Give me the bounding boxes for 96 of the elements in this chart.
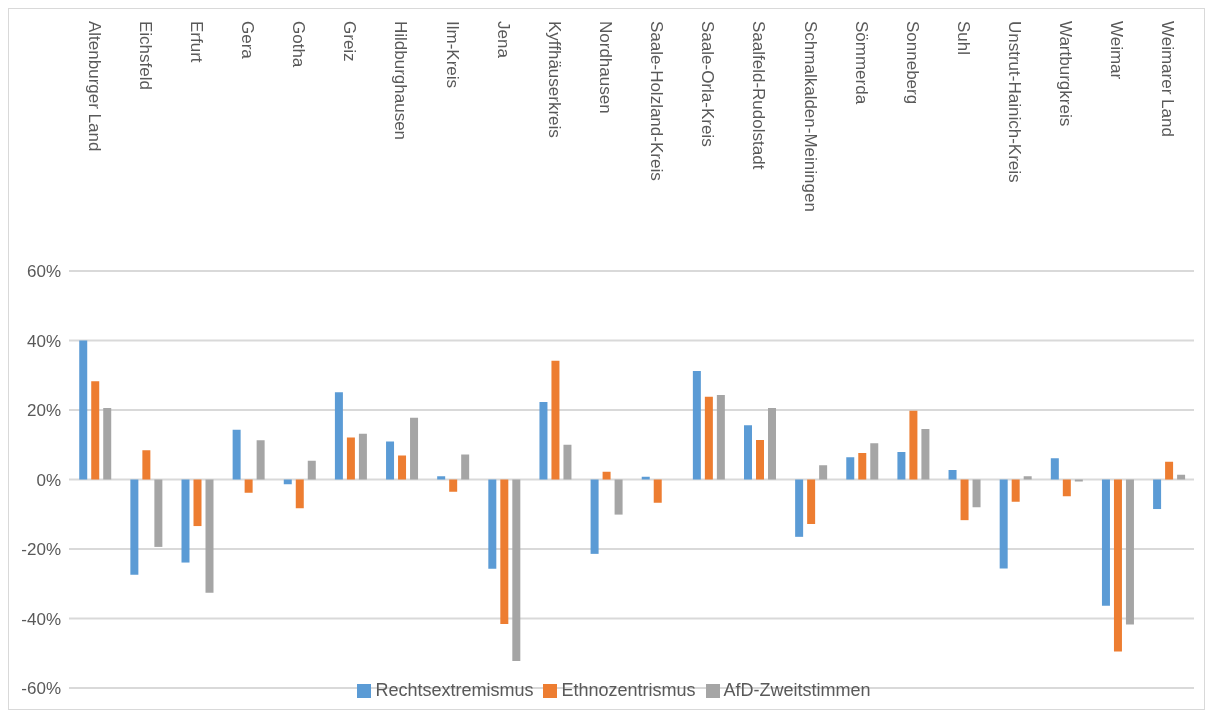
x-tick-label: Jena — [493, 21, 513, 59]
bar — [972, 479, 981, 508]
bar — [232, 429, 241, 480]
legend-label: Ethnozentrismus — [561, 680, 696, 700]
bar — [193, 479, 202, 527]
bar — [512, 479, 521, 661]
bar — [154, 479, 163, 547]
x-tick-label: Altenburger Land — [84, 21, 104, 152]
legend-label: Rechtsextremismus — [375, 680, 534, 700]
bar — [386, 441, 395, 480]
bar — [870, 443, 879, 480]
bar — [1165, 461, 1174, 480]
bar — [79, 340, 88, 480]
bar — [897, 452, 906, 480]
bar — [295, 479, 304, 509]
bar — [307, 460, 316, 480]
x-tick-label: Saale-Holzland-Kreis — [647, 21, 667, 181]
x-tick-label: Eichsfeld — [135, 21, 155, 90]
x-tick-label: Wartburgkreis — [1056, 21, 1076, 127]
x-tick-label: Sömmerda — [851, 21, 871, 105]
bar — [819, 465, 828, 480]
bar — [602, 471, 611, 480]
bar — [1050, 458, 1059, 480]
x-tick-label: Hildburghausen — [391, 21, 411, 141]
bar — [488, 479, 497, 569]
x-tick-label: Schmalkalden-Meiningen — [800, 21, 820, 212]
bar — [1125, 479, 1134, 625]
y-tick-label: 60% — [26, 262, 61, 282]
bar — [410, 417, 419, 480]
x-tick-label: Unstrut-Hainich-Kreis — [1005, 21, 1025, 183]
bar — [1113, 479, 1122, 652]
bar — [142, 450, 151, 480]
bar — [91, 381, 100, 480]
bar — [205, 479, 214, 593]
bar — [334, 392, 343, 480]
bar — [909, 410, 918, 480]
x-tick-label: Gotha — [289, 21, 309, 68]
x-tick-label: Saale-Orla-Kreis — [698, 21, 718, 147]
bar — [948, 470, 957, 480]
x-tick-label: Saalfeld-Rudolstadt — [749, 21, 769, 170]
bar — [716, 395, 725, 480]
y-tick-label: 0% — [36, 470, 61, 490]
bar — [1062, 479, 1071, 497]
bar — [846, 457, 855, 480]
bar — [551, 360, 560, 480]
bar — [563, 444, 572, 480]
bar — [614, 479, 623, 515]
x-tick-label: Greiz — [340, 21, 360, 62]
bar — [960, 479, 969, 521]
x-tick-label: Suhl — [953, 21, 973, 56]
legend-label: AfD-Zweitstimmen — [723, 680, 871, 700]
bar — [437, 476, 446, 480]
bar — [795, 479, 804, 537]
bar — [256, 440, 265, 480]
y-tick-label: -40% — [21, 609, 61, 629]
bar — [590, 479, 599, 554]
bar — [641, 476, 650, 480]
bar — [653, 479, 662, 503]
x-tick-label: Weimarer Land — [1158, 21, 1178, 137]
bar — [1101, 479, 1110, 606]
bar — [1177, 474, 1186, 480]
bar — [744, 425, 752, 480]
bar — [756, 439, 764, 480]
bar — [181, 479, 190, 563]
x-tick-label: Nordhausen — [595, 21, 615, 114]
x-tick-label: Sonneberg — [902, 21, 922, 105]
bar — [500, 479, 509, 625]
bar — [1023, 476, 1032, 480]
bar — [461, 454, 470, 480]
x-tick-label: Kyffhäuserkreis — [544, 21, 564, 138]
y-tick-label: 20% — [26, 401, 61, 421]
x-tick-label: Weimar — [1107, 21, 1127, 80]
bar — [1153, 479, 1162, 510]
bar — [768, 407, 776, 480]
bar — [921, 429, 930, 480]
y-tick-label: -60% — [21, 679, 61, 699]
x-tick-label: Erfurt — [186, 21, 206, 63]
bar — [692, 371, 701, 480]
bar — [858, 453, 867, 480]
bar — [1074, 479, 1083, 482]
bar — [358, 433, 367, 480]
bar — [449, 479, 458, 492]
bar — [807, 479, 816, 524]
x-tick-label: Gera — [238, 21, 258, 60]
y-tick-label: 40% — [26, 331, 61, 351]
bar — [999, 479, 1008, 569]
bar — [704, 396, 713, 480]
bar — [346, 437, 355, 480]
bar — [103, 407, 112, 480]
y-tick-label: -20% — [21, 540, 61, 560]
bar — [398, 455, 407, 480]
x-tick-label: Ilm-Kreis — [442, 21, 462, 89]
bar — [1011, 479, 1020, 502]
bar — [539, 402, 548, 480]
bar — [244, 479, 253, 493]
bar — [130, 479, 139, 575]
